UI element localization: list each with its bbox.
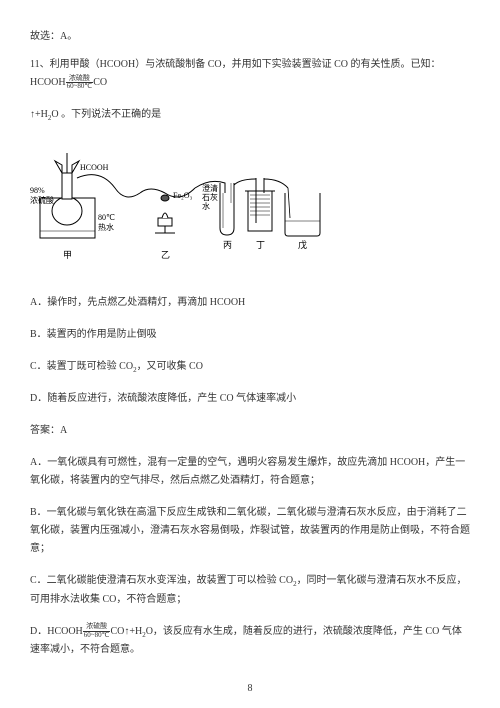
lbl-jia: 甲 [63,250,72,260]
lbl-hcooh: HCOOH [80,163,109,172]
lbl-80c: 80℃ [98,213,115,222]
apparatus-diagram: HCOOH 98% 浓硫酸 80℃ 热水 Fe₂O₃ 澄清 石灰 水 甲 乙 丙… [30,143,330,278]
lbl-ding: 丁 [256,240,265,250]
option-c: C．装置丁既可检验 CO2，又可收集 CO [30,358,470,377]
q-text-2a: ↑+H [30,109,48,120]
lbl-bing: 丙 [223,240,232,250]
option-b: B．装置丙的作用是防止倒吸 [30,326,470,344]
question-stem: 11、利用甲酸（HCOOH）与浓硫酸制备 CO，并用如下实验装置验证 CO 的有… [30,56,470,92]
lbl-wu: 戊 [298,239,307,250]
option-a: A．操作时，先点燃乙处酒精灯，再滴加 HCOOH [30,294,470,312]
analysis-d: D．HCOOH浓硫酸60~80℃CO↑+H2O，该反应有水生成，随着反应的进行，… [30,623,470,660]
analysis-c: C．二氧化碳能使澄清石灰水变浑浊，故装置丁可以检验 CO2，同时一氧化碳与澄清石… [30,572,470,609]
lbl-hot: 热水 [98,222,114,232]
answer-label: 答案：A [30,422,470,440]
option-d: D．随着反应进行，浓硫酸浓度降低，产生 CO 气体速率减小 [30,390,470,408]
question-stem-2: ↑+H2O 。下列说法不正确的是 [30,106,470,125]
lbl-h2so4: 浓硫酸 [30,195,54,205]
svg-text:澄清: 澄清 [202,183,218,193]
reaction-condition: 浓硫酸60~80℃ [66,75,94,91]
page-number: 8 [0,683,500,694]
q-text-2b: O 。下列说法不正确的是 [51,109,161,120]
lbl-98: 98% [30,186,45,195]
lbl-yi: 乙 [161,250,170,260]
analysis-a: A．一氧化碳具有可燃性，混有一定量的空气，遇明火容易发生爆炸，故应先滴加 HCO… [30,454,470,490]
q-text-1b: CO [93,77,107,88]
svg-text:石灰: 石灰 [202,192,218,202]
reaction-condition-2: 浓硫酸60~80℃ [83,623,111,639]
lbl-fe2o3: Fe₂O₃ [173,191,193,200]
prev-answer: 故选：A。 [30,28,470,46]
q-number: 11、 [30,59,50,70]
analysis-b: B．一氧化碳与氧化铁在高温下反应生成铁和二氧化碳，二氧化碳与澄清石灰水反应，由于… [30,504,470,558]
svg-text:水: 水 [202,201,210,211]
